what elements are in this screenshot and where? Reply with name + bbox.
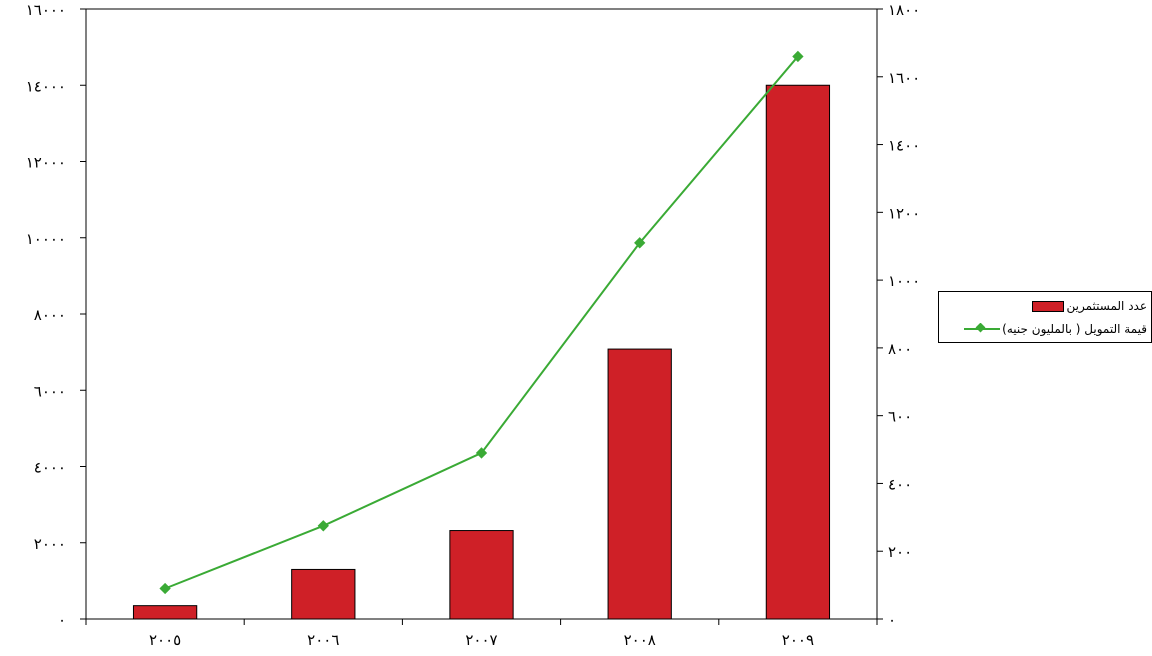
- bar-2: [449, 530, 514, 620]
- bar-1: [291, 568, 356, 620]
- x-tick-label-1: ٢٠٠٦: [307, 631, 339, 649]
- right-tick-label-5: ١٠٠٠: [888, 272, 920, 290]
- legend-swatch-line: [964, 322, 1001, 335]
- right-tick-label-3: ٦٠٠: [888, 408, 912, 426]
- line-point-0: [159, 582, 171, 595]
- right-tick-label-9: ١٨٠٠: [888, 1, 920, 19]
- left-tick-label-1: ٢٠٠٠: [34, 535, 66, 553]
- bar-0: [132, 605, 198, 620]
- left-tick-label-5: ١٠٠٠٠: [26, 230, 66, 248]
- right-tick-label-6: ١٢٠٠: [888, 204, 920, 222]
- x-tick-label-2: ٢٠٠٧: [465, 631, 497, 649]
- legend-item-line: قيمة التمويل ( بالمليون جنيه): [945, 319, 1147, 339]
- line-point-2: [475, 447, 488, 459]
- left-tick-label-7: ١٤٠٠٠: [26, 77, 66, 95]
- x-tick-label-3: ٢٠٠٨: [624, 631, 656, 649]
- x-tick-label-4: ٢٠٠٩: [782, 631, 814, 649]
- line-layer: [159, 50, 804, 595]
- right-tick-label-4: ٨٠٠: [888, 340, 912, 358]
- right-tick-label-1: ٢٠٠: [888, 543, 912, 561]
- left-tick-label-8: ١٦٠٠٠: [26, 1, 66, 19]
- right-tick-label-0: ٠: [888, 611, 896, 629]
- bar-3: [607, 348, 672, 620]
- left-tick-label-6: ١٢٠٠٠: [26, 154, 66, 172]
- right-tick-label-7: ١٤٠٠: [888, 137, 920, 155]
- bar-4: [765, 84, 831, 620]
- left-tick-label-3: ٦٠٠٠: [34, 382, 66, 400]
- left-tick-label-0: ٠: [58, 611, 66, 629]
- legend-label-line: قيمة التمويل ( بالمليون جنيه): [1002, 322, 1147, 336]
- left-tick-label-4: ٨٠٠٠: [34, 306, 66, 324]
- line-point-3: [634, 237, 646, 249]
- legend-label-bar: عدد المستثمرين: [1066, 299, 1147, 313]
- line-point-4: [792, 50, 804, 63]
- right-tick-label-2: ٤٠٠: [888, 475, 912, 493]
- legend-item-bar: عدد المستثمرين: [945, 296, 1147, 316]
- left-tick-label-2: ٤٠٠٠: [34, 459, 66, 477]
- x-tick-label-0: ٢٠٠٥: [149, 631, 181, 649]
- chart-legend: عدد المستثمرين قيمة التمويل ( بالمليون ج…: [938, 291, 1152, 343]
- right-tick-label-8: ١٦٠٠: [888, 69, 920, 87]
- bars-layer: [132, 84, 831, 620]
- line-series: [164, 55, 799, 590]
- legend-swatch-bar: [1032, 300, 1065, 312]
- axes-layer: ٠ ٢٠٠٠ ٤٠٠٠ ٦٠٠٠ ٨٠٠٠ ١٠٠٠٠ ١٢٠٠٠ ١٤٠٠٠ ١٦٠٠٠ ٠ ٢٠…: [26, 1, 921, 649]
- line-point-1: [317, 520, 329, 532]
